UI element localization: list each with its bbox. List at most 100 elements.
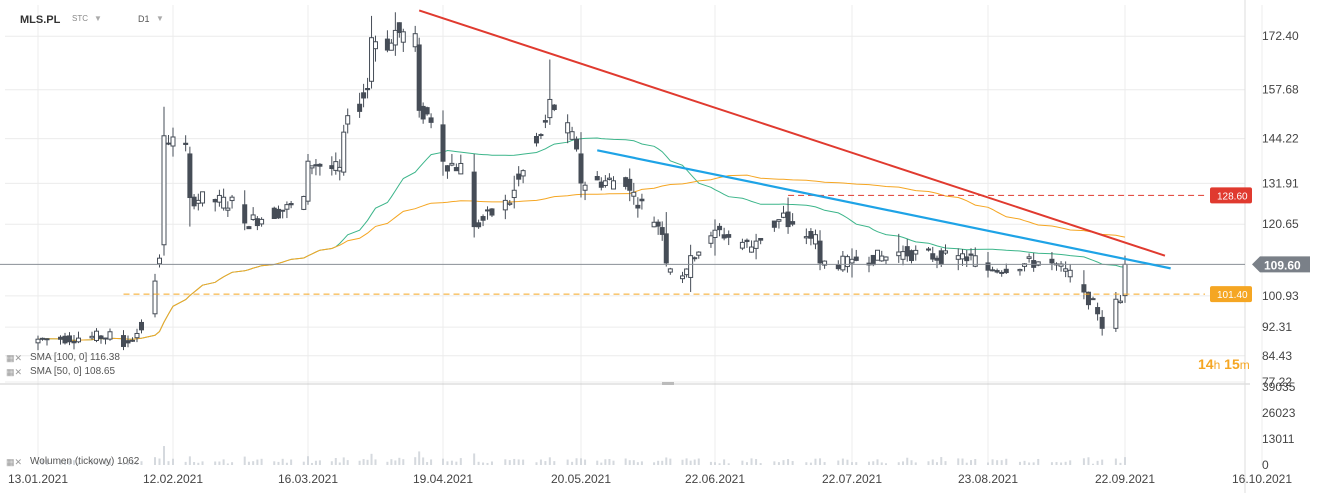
volume-bar bbox=[944, 461, 947, 465]
candle-body bbox=[726, 234, 732, 238]
timeframe-dropdown-icon[interactable]: ▼ bbox=[156, 14, 164, 23]
candle-body bbox=[520, 170, 526, 177]
candle-body bbox=[739, 241, 745, 249]
symbol-label[interactable]: MLS.PL bbox=[20, 14, 61, 26]
level-128-badge-text: 128.60 bbox=[1217, 191, 1248, 202]
candle-body bbox=[313, 164, 319, 167]
volume-bar bbox=[290, 459, 293, 465]
candle-body bbox=[623, 177, 629, 187]
candle-body bbox=[365, 88, 371, 91]
candle-body bbox=[990, 269, 996, 272]
volume-bar bbox=[987, 462, 989, 465]
candle-countdown: 14h 15m bbox=[1198, 356, 1250, 372]
volume-bar bbox=[64, 460, 66, 465]
volume-bar bbox=[513, 458, 516, 465]
candle-body bbox=[480, 216, 486, 221]
volume-bar bbox=[482, 462, 485, 465]
volume-bar bbox=[1060, 462, 1063, 465]
candle-body bbox=[817, 240, 823, 264]
candle-body bbox=[844, 256, 850, 268]
candle-body bbox=[994, 270, 1000, 273]
candle-body bbox=[551, 104, 557, 110]
volume-bar bbox=[422, 457, 425, 465]
volume-bar bbox=[991, 459, 994, 465]
volume-bar bbox=[517, 459, 520, 465]
volume-bar bbox=[226, 463, 229, 465]
candle-body bbox=[161, 135, 167, 246]
candle-body bbox=[125, 340, 131, 344]
sma50-legend[interactable]: ▦✕ SMA [50, 0] 108.65 bbox=[6, 366, 115, 377]
volume-bar bbox=[46, 459, 48, 465]
candle-body bbox=[134, 332, 140, 339]
sma100-legend[interactable]: ▦✕ SMA [100, 0] 116.38 bbox=[6, 352, 120, 363]
candle-body bbox=[453, 167, 459, 172]
candle-body bbox=[388, 42, 394, 51]
volume-bar bbox=[197, 462, 200, 465]
legend-settings-icon[interactable]: ▦✕ bbox=[6, 456, 23, 467]
volume-bar bbox=[1037, 458, 1040, 465]
candle-body bbox=[121, 335, 126, 347]
volume-bar bbox=[136, 462, 138, 465]
price-tick-label: 131.91 bbox=[1262, 176, 1299, 190]
legend-settings-icon[interactable]: ▦✕ bbox=[6, 366, 23, 377]
candle-body bbox=[301, 195, 307, 210]
volume-bar bbox=[657, 460, 660, 465]
candle-body bbox=[776, 219, 782, 222]
candle-body bbox=[680, 275, 686, 280]
volume-bar bbox=[338, 462, 341, 465]
candle-body bbox=[960, 253, 965, 260]
volume-bar bbox=[426, 462, 429, 465]
candle-body bbox=[744, 239, 750, 243]
candle-body bbox=[1117, 300, 1123, 304]
volume-bar bbox=[787, 459, 790, 465]
candle-body bbox=[870, 254, 876, 266]
volume-bar bbox=[927, 461, 930, 465]
candle-body bbox=[538, 134, 544, 137]
candle-body bbox=[183, 142, 189, 145]
grid-lines bbox=[0, 0, 1263, 493]
level-128-badge-bg bbox=[1210, 187, 1252, 204]
volume-bar bbox=[127, 462, 129, 465]
candle-body bbox=[471, 171, 477, 228]
candle-body bbox=[392, 29, 398, 46]
volume-bar bbox=[188, 456, 191, 465]
candle-body bbox=[578, 153, 584, 184]
descending-trendline bbox=[597, 149, 1171, 270]
volume-bar bbox=[819, 458, 822, 465]
candle-body bbox=[964, 256, 970, 262]
candle-body bbox=[758, 237, 764, 241]
candle-body bbox=[329, 165, 335, 169]
price-tick-label: 157.68 bbox=[1262, 83, 1299, 97]
candle-body bbox=[985, 262, 991, 271]
date-tick-label: 16.03.2021 bbox=[278, 472, 338, 486]
volume-bar bbox=[897, 462, 900, 465]
volume-legend[interactable]: ▦✕ Wolumen (tickowy) 1062 bbox=[6, 456, 139, 467]
symbol-dropdown-icon[interactable]: ▼ bbox=[94, 14, 102, 23]
candle-body bbox=[1090, 298, 1096, 301]
volume-bar bbox=[745, 462, 748, 465]
volume-bar bbox=[755, 459, 758, 465]
level-101-badge-text: 101.40 bbox=[1217, 290, 1248, 301]
candle-body bbox=[511, 189, 517, 199]
volume-bar bbox=[167, 461, 170, 465]
date-tick-label: 19.04.2021 bbox=[413, 472, 473, 486]
instrument-type: STC bbox=[72, 14, 88, 23]
volume-bar bbox=[580, 458, 582, 465]
volume-bar bbox=[823, 462, 826, 465]
volume-bar bbox=[868, 461, 870, 465]
candle-body bbox=[187, 153, 193, 199]
volume-bar bbox=[73, 460, 75, 465]
volume-bar bbox=[430, 459, 433, 465]
level-101-badge-bg bbox=[1210, 286, 1252, 303]
price-tick-label: 100.93 bbox=[1262, 289, 1299, 303]
volume-bar bbox=[330, 461, 333, 465]
legend-settings-icon[interactable]: ▦✕ bbox=[6, 352, 23, 363]
date-tick-label: 20.05.2021 bbox=[551, 472, 611, 486]
volume-bar bbox=[285, 462, 288, 465]
volume-bar bbox=[201, 461, 204, 465]
candle-body bbox=[288, 203, 294, 206]
candle-body bbox=[67, 335, 72, 343]
candle-body bbox=[98, 335, 104, 339]
timeframe-label[interactable]: D1 bbox=[138, 14, 150, 24]
candle-body bbox=[999, 271, 1005, 274]
